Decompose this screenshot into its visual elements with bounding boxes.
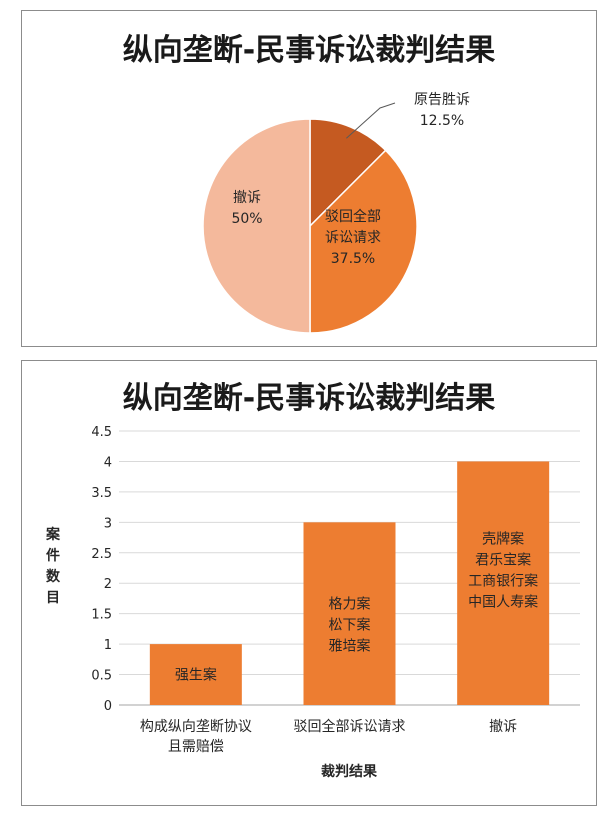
pie-label-winning: 原告胜诉 <box>414 92 470 108</box>
bar-annotation-1-2: 雅培案 <box>329 637 371 654</box>
pie-label-withdrawn: 撤诉 <box>233 190 261 206</box>
bar-annotation-1-0: 格力案 <box>329 595 371 612</box>
y-tick-label-1: 0.5 <box>91 669 112 684</box>
pie-leader-line <box>346 102 396 139</box>
bar-0 <box>149 644 242 705</box>
x-category-label-0-0: 构成纵向垄断协议 <box>140 719 252 735</box>
bar-2 <box>457 461 550 705</box>
pie-slice-2 <box>202 118 311 334</box>
y-tick-label-2: 1 <box>104 638 112 653</box>
bar-annotation-0-0: 强生案 <box>175 667 217 684</box>
x-category-label-0-1: 且需赔偿 <box>168 739 224 755</box>
y-axis-title-char-2: 数 <box>46 568 61 585</box>
pie-chart-panel: 纵向垄断-民事诉讼裁判结果 原告胜诉 12.5% 驳回全部诉讼请求 37.5% 撤诉 50… <box>21 10 597 347</box>
bar-1 <box>303 522 396 705</box>
bar-annotation-2-3: 中国人寿案 <box>468 593 538 610</box>
y-axis-title-char-0: 案 <box>45 526 61 543</box>
pie-label-rejected-pct: 37.5% <box>331 251 375 267</box>
x-category-label-2-0: 撤诉 <box>489 719 517 735</box>
y-tick-label-7: 3.5 <box>91 486 112 501</box>
bar-chart-title: 纵向垄断-民事诉讼裁判结果 <box>122 381 496 416</box>
y-tick-label-3: 1.5 <box>91 608 112 623</box>
y-axis-title-char-1: 件 <box>46 547 60 564</box>
bar-annotation-1-1: 松下案 <box>329 616 371 633</box>
bar-chart-panel: 纵向垄断-民事诉讼裁判结果 0 0.5 1 1.5 2 2.5 3 3.5 4 4.5 强生案构成纵… <box>21 360 597 806</box>
pie-label-winning-pct: 12.5% <box>420 113 464 129</box>
pie-slice-0 <box>309 118 387 228</box>
y-tick-label-0: 0 <box>104 699 112 714</box>
x-axis-title: 裁判结果 <box>321 763 378 780</box>
y-tick-label-8: 4 <box>104 455 112 470</box>
pie-slice-1 <box>309 149 418 334</box>
y-tick-label-9: 4.5 <box>91 425 112 440</box>
pie-chart: 原告胜诉 12.5% 驳回全部诉讼请求 37.5% 撤诉 50% <box>202 92 470 334</box>
x-category-label-1-0: 驳回全部诉讼请求 <box>294 718 406 735</box>
y-tick-label-5: 2.5 <box>91 547 112 562</box>
bar-annotation-2-0: 壳牌案 <box>482 530 524 547</box>
y-tick-label-4: 2 <box>104 577 112 592</box>
bar-annotation-2-2: 工商银行案 <box>468 572 538 589</box>
pie-chart-title: 纵向垄断-民事诉讼裁判结果 <box>122 33 496 68</box>
pie-label-rejected-line1: 驳回全部 <box>325 208 381 225</box>
y-tick-label-6: 3 <box>104 516 112 531</box>
pie-label-withdrawn-pct: 50% <box>231 211 262 227</box>
bar-annotation-2-1: 君乐宝案 <box>475 551 531 568</box>
pie-label-rejected-line2: 诉讼请求 <box>325 230 381 246</box>
y-axis-title-char-3: 目 <box>46 590 60 606</box>
